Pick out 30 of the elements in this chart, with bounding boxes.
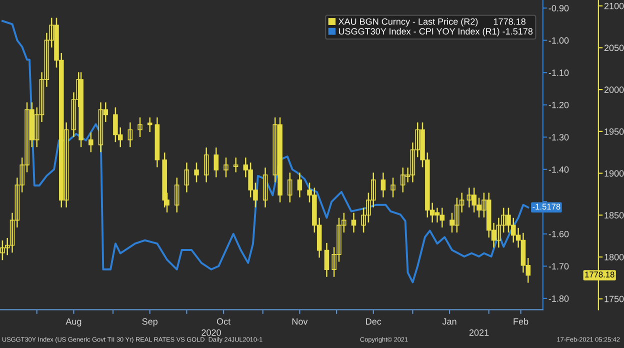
y-tick-label: -1.80 [548,295,569,302]
data-label: -1.5178 [532,204,560,210]
y2-tick-label: 2000 [604,86,624,93]
x2-tick-label: 2020 [202,329,221,336]
y2-tick-label: 2100 [604,2,624,10]
legend-label: USGGT30Y Index - CPI YOY Index (R1) -1.5178 [338,28,533,36]
legend-label: XAU BGN Curncy - Last Price (R2) 1778.18 [338,18,526,27]
y-tick-label: -1.70 [548,263,569,270]
x-tick-label: Aug [66,318,82,326]
x-tick-label: Sep [142,318,158,326]
x-tick-label: Feb [514,318,528,325]
y-tick-label: -1.30 [548,134,569,140]
y-tick-label: -1.60 [548,230,569,238]
y2-tick-label: 1800 [604,254,624,260]
y-tick-label: -1.40 [548,166,569,173]
y2-tick-label: 1850 [604,212,624,218]
x-tick-label: Nov [292,318,308,325]
x-tick-label: Jan [442,318,456,325]
text: 1778.18 [585,272,614,278]
y2-tick-label: 1750 [604,296,624,302]
y-tick-label: -1.20 [548,102,569,108]
y-tick-label: -1.00 [548,37,569,44]
x-tick-label: Dec [366,318,382,325]
x-tick-label: Oct [216,318,230,325]
y2-tick-label: 1900 [604,170,624,177]
x2-tick-label: 2021 [469,329,489,336]
y2-tick-label: 2050 [604,44,624,52]
y-tick-label: -0.90 [548,5,569,12]
y-tick-label: -1.10 [548,70,569,76]
y2-tick-label: 1950 [604,128,624,135]
